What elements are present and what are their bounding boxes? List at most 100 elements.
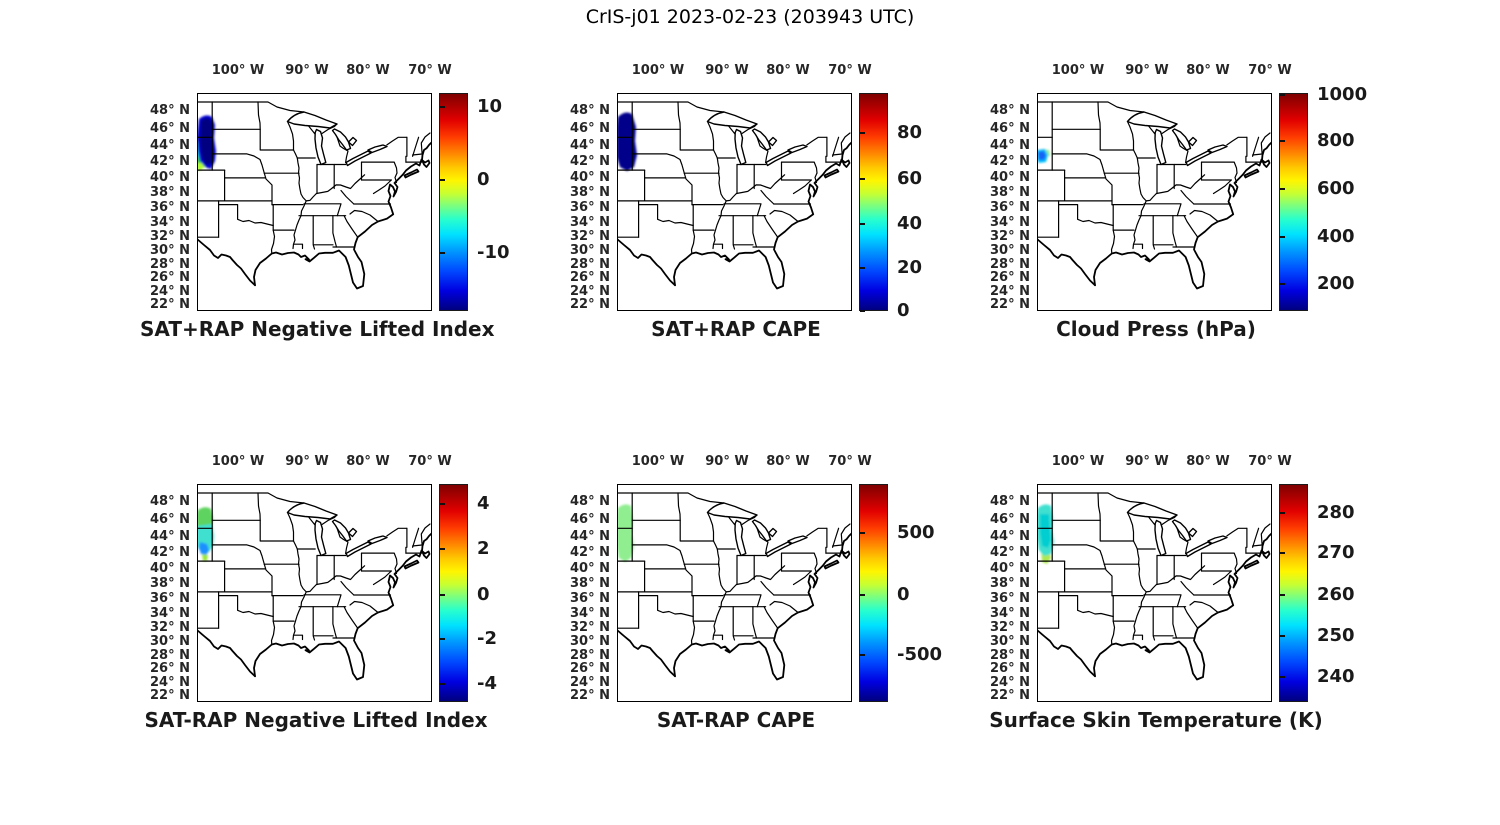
colorbar-tick-label: 4 (477, 493, 490, 515)
lat-tick-label: 42° N (150, 545, 190, 561)
lat-tick-label: 24° N (150, 283, 190, 299)
great-lakes (1126, 502, 1228, 558)
colorbar (859, 93, 888, 311)
lat-tick-label: 40° N (570, 169, 610, 185)
lon-tick-label: 100° W (211, 454, 265, 469)
colorbar-tick-mark (1280, 552, 1285, 555)
lon-tick-label: 100° W (631, 454, 685, 469)
map-panel-sat-plus-rap-nli: SAT+RAP Negative Lifted Index 100° W 90° … (140, 58, 540, 363)
data-blob (197, 115, 216, 171)
lat-tick-label: 48° N (150, 494, 190, 510)
map-frame (197, 93, 432, 311)
lon-tick-label: 70° W (1248, 63, 1292, 78)
lat-tick-label: 28° N (150, 256, 190, 272)
lat-tick-label: 48° N (570, 494, 610, 510)
lon-tick-label: 80° W (766, 63, 810, 78)
lat-tick-label: 30° N (570, 243, 610, 259)
lat-tick-label: 46° N (150, 120, 190, 136)
lon-tick-label: 70° W (828, 454, 872, 469)
colorbar-tick-mark (860, 222, 865, 225)
colorbar-tick-label: 0 (897, 583, 910, 605)
lat-tick-label: 44° N (990, 137, 1030, 153)
lon-tick-label: 80° W (346, 454, 390, 469)
colorbar-tick-mark (860, 532, 865, 535)
lat-tick-label: 36° N (990, 591, 1030, 607)
lat-tick-label: 24° N (150, 674, 190, 690)
lon-tick-label: 100° W (1051, 63, 1105, 78)
lat-tick-label: 26° N (570, 270, 610, 286)
lat-tick-label: 30° N (570, 634, 610, 650)
lat-tick-label: 28° N (990, 256, 1030, 272)
colorbar-tick-mark (1280, 235, 1285, 238)
colorbar-tick-label: 500 (897, 522, 935, 544)
colorbar-tick-mark (1280, 139, 1285, 142)
lat-tick-label: 26° N (990, 270, 1030, 286)
map-frame (1037, 484, 1272, 702)
colorbar-tick-mark (440, 593, 445, 596)
lon-tick-label: 100° W (1051, 454, 1105, 469)
lat-tick-label: 32° N (570, 620, 610, 636)
lat-tick-label: 44° N (150, 137, 190, 153)
lon-tick-label: 80° W (1186, 454, 1230, 469)
lat-tick-label: 24° N (990, 674, 1030, 690)
lon-tick-label: 90° W (705, 63, 749, 78)
lat-tick-label: 38° N (150, 185, 190, 201)
panel-caption: SAT-RAP Negative Lifted Index (144, 708, 488, 732)
us-map (1037, 484, 1272, 702)
lat-tick-label: 42° N (570, 154, 610, 170)
lat-tick-label: 44° N (990, 528, 1030, 544)
lat-tick-label: 42° N (990, 545, 1030, 561)
state-borders (197, 492, 431, 646)
colorbar-tick-mark (1280, 512, 1285, 515)
lat-tick-label: 32° N (990, 620, 1030, 636)
data-blob (617, 504, 634, 562)
panel-caption: Surface Skin Temperature (K) (989, 708, 1323, 732)
map-frame (197, 484, 432, 702)
colorbar-tick-mark (860, 310, 865, 312)
state-borders (1037, 492, 1271, 646)
lon-tick-label: 90° W (1125, 454, 1169, 469)
lat-tick-label: 46° N (990, 511, 1030, 527)
colorbar-tick-label: -500 (897, 643, 943, 665)
great-lakes (286, 502, 388, 558)
colorbar-tick-mark (860, 178, 865, 181)
colorbar-tick-label: 0 (477, 583, 490, 605)
lat-tick-label: 48° N (990, 494, 1030, 510)
lat-tick-label: 26° N (570, 661, 610, 677)
lon-tick-label: 70° W (408, 63, 452, 78)
colorbar (439, 484, 468, 702)
lat-tick-label: 22° N (570, 296, 610, 312)
lat-tick-label: 24° N (570, 283, 610, 299)
lat-tick-label: 42° N (990, 154, 1030, 170)
colorbar-tick-mark (860, 266, 865, 269)
lat-tick-label: 32° N (570, 229, 610, 245)
colorbar-tick-label: 20 (897, 256, 923, 278)
lat-tick-label: 26° N (150, 661, 190, 677)
lat-tick-label: 36° N (150, 200, 190, 216)
colorbar-tick-mark (860, 132, 865, 135)
lat-tick-label: 28° N (990, 647, 1030, 663)
lon-tick-label: 70° W (1248, 454, 1292, 469)
colorbar-tick-label: -2 (477, 627, 497, 649)
lat-tick-label: 48° N (570, 103, 610, 119)
colorbar-tick-label: 240 (1317, 665, 1355, 687)
lat-tick-label: 36° N (990, 200, 1030, 216)
lat-tick-label: 44° N (570, 137, 610, 153)
colorbar-tick-label: -4 (477, 672, 497, 694)
lat-tick-label: 26° N (150, 270, 190, 286)
lat-tick-label: 34° N (150, 605, 190, 621)
lat-tick-label: 28° N (570, 256, 610, 272)
lon-tick-label: 80° W (1186, 63, 1230, 78)
lat-tick-label: 34° N (570, 214, 610, 230)
coastline (617, 532, 852, 681)
lat-tick-label: 28° N (150, 647, 190, 663)
map-panel-sat-minus-rap-nli: SAT-RAP Negative Lifted Index 100° W 90° … (140, 449, 540, 754)
coastline (197, 141, 432, 290)
data-blob (1037, 149, 1050, 163)
colorbar-tick-label: 270 (1317, 542, 1355, 564)
lat-tick-label: 38° N (570, 576, 610, 592)
lat-tick-label: 30° N (990, 243, 1030, 259)
lat-tick-label: 30° N (150, 634, 190, 650)
data-blob (197, 507, 214, 561)
lat-tick-label: 38° N (570, 185, 610, 201)
